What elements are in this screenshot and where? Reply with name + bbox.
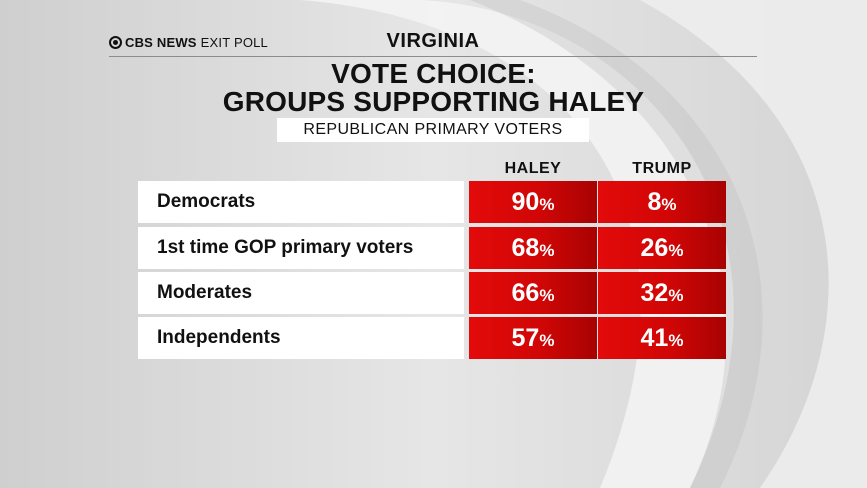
- percent-sign: %: [668, 331, 684, 350]
- percent-sign: %: [668, 286, 684, 305]
- haley-value: 68: [511, 234, 540, 262]
- haley-value: 57: [511, 324, 540, 352]
- row-label: Democrats: [138, 181, 464, 223]
- haley-value-cell: 90%: [469, 181, 597, 223]
- trump-value-cell: 8%: [598, 181, 726, 223]
- trump-value: 26: [640, 234, 669, 262]
- brand-logo: CBS NEWS EXIT POLL: [109, 35, 268, 50]
- row-label: 1st time GOP primary voters: [138, 227, 464, 269]
- state-label: VIRGINIA: [386, 30, 480, 52]
- trump-value: 32: [640, 279, 669, 307]
- haley-value: 90: [511, 188, 540, 216]
- chart-title-line2: GROUPS SUPPORTING HALEY: [222, 86, 645, 117]
- trump-value-cell: 32%: [598, 272, 726, 314]
- haley-value-cell: 68%: [469, 227, 597, 269]
- percent-sign: %: [539, 195, 555, 214]
- chart-title: VOTE CHOICE: GROUPS SUPPORTING HALEY: [0, 60, 867, 116]
- percent-sign: %: [668, 241, 684, 260]
- percent-sign: %: [539, 331, 555, 350]
- haley-value: 66: [511, 279, 540, 307]
- chart-subtitle: REPUBLICAN PRIMARY VOTERS: [277, 118, 589, 142]
- header-bar: CBS NEWS EXIT POLL VIRGINIA: [109, 28, 757, 57]
- brand-suffix: EXIT POLL: [200, 35, 268, 50]
- trump-value-cell: 26%: [598, 227, 726, 269]
- column-header-haley: HALEY: [504, 160, 562, 177]
- percent-sign: %: [539, 241, 555, 260]
- chart-title-line1: VOTE CHOICE:: [331, 58, 536, 89]
- brand-name: CBS NEWS: [125, 35, 197, 50]
- column-header-trump: TRUMP: [632, 160, 692, 177]
- percent-sign: %: [661, 195, 677, 214]
- trump-value: 8: [647, 188, 662, 216]
- row-label: Moderates: [138, 272, 464, 314]
- cbs-eye-icon: [109, 36, 122, 49]
- row-label: Independents: [138, 317, 464, 359]
- haley-value-cell: 66%: [469, 272, 597, 314]
- trump-value: 41: [640, 324, 669, 352]
- haley-value-cell: 57%: [469, 317, 597, 359]
- trump-value-cell: 41%: [598, 317, 726, 359]
- percent-sign: %: [539, 286, 555, 305]
